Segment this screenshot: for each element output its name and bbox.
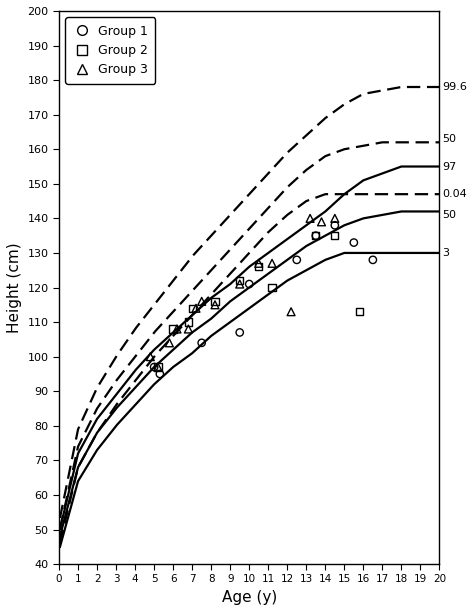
Point bbox=[154, 362, 162, 372]
Text: 50: 50 bbox=[442, 210, 456, 220]
Text: 97: 97 bbox=[442, 162, 456, 171]
Point bbox=[146, 352, 154, 362]
Point bbox=[318, 217, 325, 226]
Point bbox=[156, 369, 164, 379]
Point bbox=[268, 258, 276, 268]
X-axis label: Age (y): Age (y) bbox=[222, 590, 277, 605]
Point bbox=[312, 231, 319, 241]
Point bbox=[188, 304, 196, 313]
Point bbox=[154, 362, 162, 372]
Y-axis label: Height (cm): Height (cm) bbox=[7, 242, 22, 333]
Point bbox=[255, 258, 263, 268]
Point bbox=[356, 307, 364, 316]
Point bbox=[211, 300, 219, 310]
Point bbox=[236, 279, 244, 289]
Point bbox=[255, 262, 263, 272]
Point bbox=[184, 317, 192, 327]
Point bbox=[331, 231, 338, 241]
Legend: Group 1, Group 2, Group 3: Group 1, Group 2, Group 3 bbox=[65, 17, 155, 84]
Point bbox=[246, 279, 253, 289]
Point bbox=[331, 220, 338, 230]
Point bbox=[331, 214, 338, 223]
Point bbox=[192, 304, 200, 313]
Point bbox=[236, 275, 244, 285]
Point bbox=[198, 338, 205, 348]
Point bbox=[369, 255, 377, 265]
Point bbox=[268, 283, 276, 293]
Point bbox=[306, 214, 314, 223]
Point bbox=[173, 324, 181, 334]
Point bbox=[169, 324, 177, 334]
Text: 99.6: 99.6 bbox=[442, 82, 467, 92]
Point bbox=[293, 255, 301, 265]
Point bbox=[287, 307, 295, 316]
Text: 50: 50 bbox=[442, 134, 456, 144]
Point bbox=[350, 237, 357, 247]
Point bbox=[198, 296, 205, 306]
Point bbox=[184, 324, 192, 334]
Text: 0.04: 0.04 bbox=[442, 189, 467, 199]
Point bbox=[165, 338, 173, 348]
Point bbox=[211, 296, 219, 306]
Point bbox=[312, 231, 319, 241]
Point bbox=[150, 362, 158, 372]
Text: 3: 3 bbox=[442, 248, 449, 258]
Point bbox=[236, 327, 244, 337]
